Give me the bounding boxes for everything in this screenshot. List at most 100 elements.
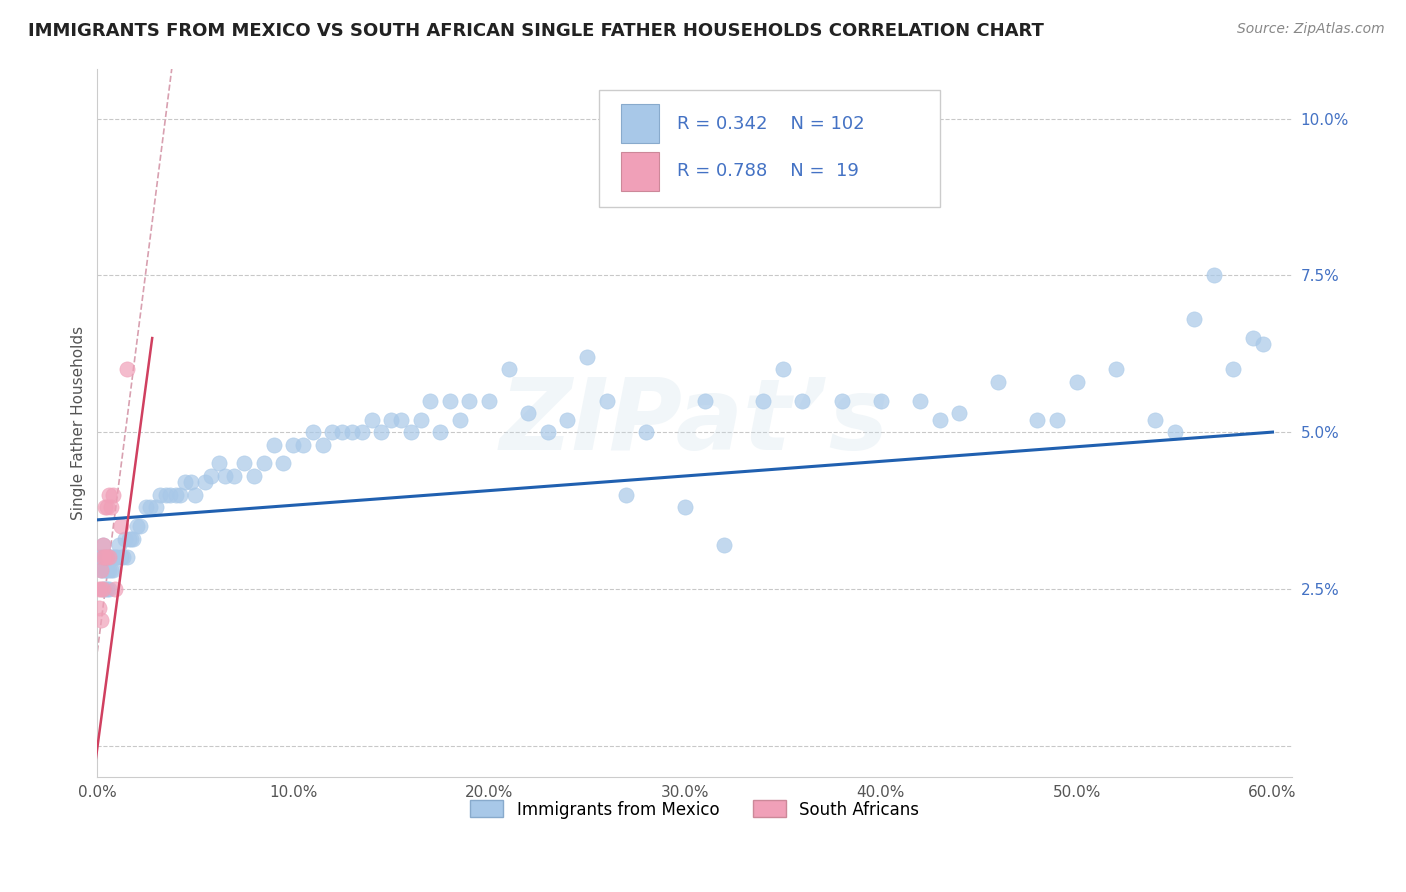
Point xyxy=(498,362,520,376)
Point xyxy=(114,532,136,546)
Point xyxy=(110,550,132,565)
Point xyxy=(792,393,814,408)
Point xyxy=(139,500,162,515)
Point xyxy=(370,425,392,439)
Point xyxy=(100,563,122,577)
Point xyxy=(110,519,132,533)
Point xyxy=(96,500,118,515)
Point xyxy=(409,412,432,426)
Point xyxy=(104,582,127,596)
Point xyxy=(94,500,117,515)
Point xyxy=(100,550,122,565)
Point xyxy=(104,550,127,565)
Point xyxy=(94,582,117,596)
Point xyxy=(98,582,121,596)
Point xyxy=(91,582,114,596)
Point xyxy=(115,362,138,376)
Point xyxy=(614,488,637,502)
Point xyxy=(101,550,124,565)
Point xyxy=(253,457,276,471)
Point xyxy=(634,425,657,439)
Point xyxy=(360,412,382,426)
Bar xyxy=(620,152,659,191)
Point xyxy=(1143,412,1166,426)
Point xyxy=(1163,425,1185,439)
Point xyxy=(1202,268,1225,283)
Point xyxy=(90,582,112,596)
Point xyxy=(380,412,402,426)
Point xyxy=(292,437,315,451)
Point xyxy=(1182,312,1205,326)
Point xyxy=(98,488,121,502)
Point xyxy=(595,393,617,408)
Point xyxy=(301,425,323,439)
Point xyxy=(96,550,118,565)
Point xyxy=(91,582,114,596)
Point xyxy=(90,613,112,627)
Point xyxy=(478,393,501,408)
Point xyxy=(208,457,231,471)
Point xyxy=(145,500,167,515)
Point xyxy=(311,437,333,451)
Point xyxy=(94,550,117,565)
Point xyxy=(100,500,122,515)
Point xyxy=(89,550,111,565)
Point xyxy=(263,437,285,451)
Legend: Immigrants from Mexico, South Africans: Immigrants from Mexico, South Africans xyxy=(464,794,927,825)
Point xyxy=(283,437,305,451)
Point xyxy=(90,563,112,577)
Point xyxy=(90,563,112,577)
Point xyxy=(233,457,256,471)
Point xyxy=(419,393,441,408)
Point xyxy=(96,563,118,577)
Point xyxy=(180,475,202,490)
Point xyxy=(399,425,422,439)
Point xyxy=(869,393,891,408)
Point xyxy=(752,393,775,408)
Point xyxy=(115,550,138,565)
Point xyxy=(1026,412,1049,426)
Point xyxy=(96,550,118,565)
Point xyxy=(449,412,471,426)
Point xyxy=(121,532,143,546)
Point xyxy=(273,457,295,471)
Point xyxy=(174,475,197,490)
Point xyxy=(94,550,117,565)
Point xyxy=(948,406,970,420)
Point xyxy=(91,563,114,577)
Point xyxy=(350,425,373,439)
Bar xyxy=(599,90,939,207)
Text: IMMIGRANTS FROM MEXICO VS SOUTH AFRICAN SINGLE FATHER HOUSEHOLDS CORRELATION CHA: IMMIGRANTS FROM MEXICO VS SOUTH AFRICAN … xyxy=(28,22,1045,40)
Point xyxy=(105,550,128,565)
Point xyxy=(1046,412,1069,426)
Point xyxy=(200,469,222,483)
Point xyxy=(91,538,114,552)
Point xyxy=(772,362,794,376)
Point xyxy=(159,488,181,502)
Point xyxy=(537,425,560,439)
Point xyxy=(94,563,117,577)
Point xyxy=(429,425,451,439)
Point xyxy=(89,582,111,596)
Text: R = 0.788    N =  19: R = 0.788 N = 19 xyxy=(676,162,859,180)
Point xyxy=(1066,375,1088,389)
Point xyxy=(155,488,177,502)
Bar xyxy=(620,104,659,144)
Point xyxy=(1222,362,1244,376)
Point xyxy=(101,488,124,502)
Y-axis label: Single Father Households: Single Father Households xyxy=(72,326,86,520)
Point xyxy=(194,475,217,490)
Point xyxy=(135,500,157,515)
Point xyxy=(184,488,207,502)
Point xyxy=(831,393,853,408)
Point xyxy=(557,412,579,426)
Text: ZIPat’s: ZIPat’s xyxy=(501,374,890,471)
Point xyxy=(90,550,112,565)
Point xyxy=(91,538,114,552)
Point xyxy=(96,582,118,596)
Point xyxy=(517,406,540,420)
Point xyxy=(129,519,152,533)
Point xyxy=(120,532,142,546)
Point xyxy=(149,488,172,502)
Point xyxy=(1251,337,1274,351)
